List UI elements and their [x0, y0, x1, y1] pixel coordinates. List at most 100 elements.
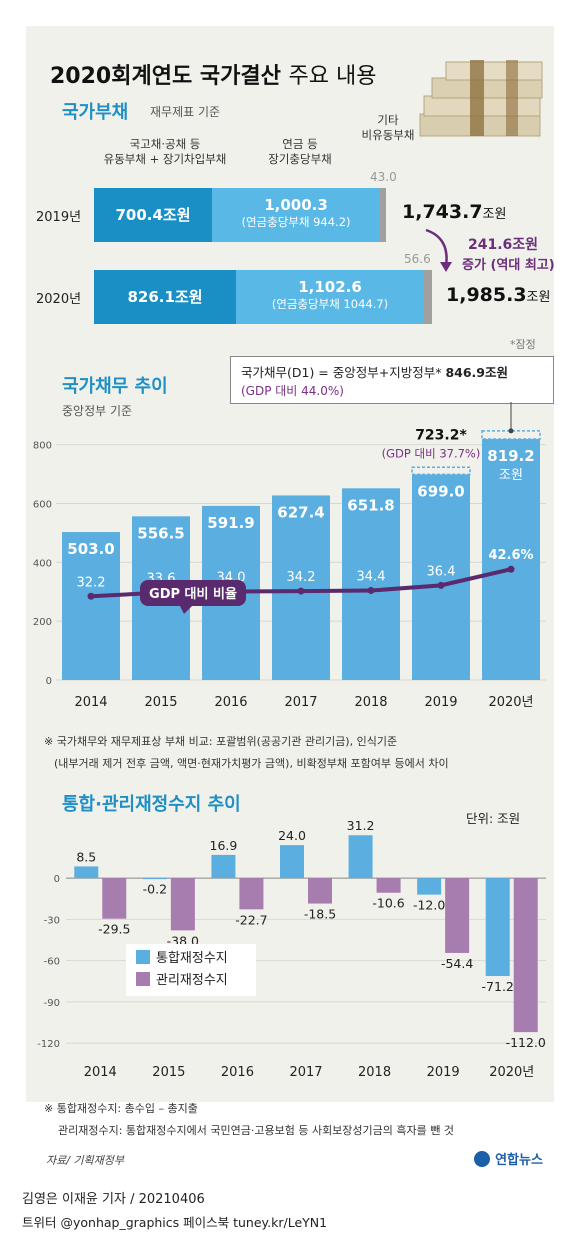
trend-ytick-label: 400: [33, 558, 52, 569]
page-title: 2020회계연도 국가결산 주요 내용: [50, 64, 377, 89]
trend-ytick-label: 800: [33, 441, 52, 452]
managed-balance-label: -54.4: [441, 956, 473, 971]
trend-xtick-label: 2015: [144, 695, 177, 710]
legend-swatch-managed: [136, 972, 150, 986]
managed-balance-label: -18.5: [304, 907, 336, 922]
gdp-ratio-point: [507, 565, 515, 573]
social-links: 트위터 @yonhap_graphics 페이스북 tuney.kr/LeYN1: [22, 1215, 328, 1230]
byline: 김영은 이재윤 기자 / 20210406: [22, 1192, 205, 1207]
trend-section-subtitle: 중앙정부 기준: [62, 404, 133, 418]
trend-note: ※ 국가채무와 재무제표상 부채 비교: 포괄범위(공공기관 관리기금), 인식…: [44, 735, 449, 770]
balance-ytick-label: -120: [37, 1039, 60, 1050]
debt-trend-chart: 0 200 400 600 800 503.0 2014 556.5 2015 591.9 2016…: [33, 402, 546, 710]
fiscal-balance-chart: 0-30-60-90-1208.5-29.52014-0.2-38.020151…: [37, 820, 546, 1080]
managed-balance-label: -10.6: [372, 896, 404, 911]
row-year-2019: 2019년: [36, 210, 82, 225]
trend-xtick-label: 2016: [214, 695, 247, 710]
gdp-ratio-badge-pointer: [180, 606, 192, 614]
label-2019-other: 43.0: [370, 170, 397, 184]
trend-bar: [342, 488, 400, 680]
trend-value-label: 651.8: [347, 496, 394, 514]
gdp-ratio-label: 32.2: [77, 575, 106, 590]
trend-value-label: 819.2: [487, 447, 534, 465]
d1-2019-value: 723.2*: [415, 427, 467, 443]
trend-value-label: 591.9: [207, 514, 254, 532]
gdp-ratio-point: [437, 581, 445, 589]
legend-swatch-integrated: [136, 950, 150, 964]
debt-section-subtitle: 재무제표 기준: [150, 105, 221, 119]
balance-xtick-label: 2014: [84, 1065, 117, 1080]
trend-bar: [62, 532, 120, 680]
integrated-balance-label: -71.2: [482, 979, 514, 994]
integrated-balance-bar: [485, 878, 510, 977]
total-2020: 1,985.3조원: [446, 284, 551, 306]
integrated-balance-bar: [142, 878, 167, 880]
increase-arrow-icon: [425, 228, 452, 272]
balance-xtick-label: 2015: [152, 1065, 185, 1080]
balance-ytick-label: -60: [44, 957, 60, 968]
yonhap-logo: 연합뉴스: [474, 1148, 543, 1168]
callout-dot: [508, 428, 514, 434]
trend-value-label: 699.0: [417, 482, 464, 500]
gdp-ratio-label: 42.6%: [488, 548, 533, 563]
gdp-ratio-label: 34.2: [287, 570, 316, 585]
provisional-note: *잠정: [510, 338, 536, 351]
label-2020-other: 56.6: [404, 252, 431, 266]
integrated-balance-bar: [417, 878, 442, 895]
trend-value-label: 556.5: [137, 524, 184, 542]
row-year-2020: 2020년: [36, 292, 82, 307]
managed-balance-bar: [170, 878, 195, 931]
trend-bar: [412, 474, 470, 680]
legend-label-managed: 관리재정수지: [156, 973, 228, 988]
gdp-ratio-label: 36.4: [427, 564, 456, 579]
trend-value-label: 503.0: [67, 540, 114, 558]
integrated-balance-bar: [74, 866, 99, 879]
col-current-header: 국고채·공채 등 유동부채 + 장기차입부채: [103, 137, 227, 166]
total-2019: 1,743.7조원: [402, 201, 507, 223]
managed-balance-label: -22.7: [235, 912, 267, 927]
bar-2020-other: [424, 270, 432, 324]
increase-amount: 241.6조원: [468, 237, 539, 253]
managed-balance-bar: [513, 878, 538, 1033]
integrated-balance-label: -12.0: [413, 898, 445, 913]
increase-note: 증가 (역대 최고): [462, 258, 555, 273]
integrated-balance-label: 31.2: [347, 820, 375, 833]
trend-ytick-label: 600: [33, 500, 52, 511]
balance-ytick-label: 0: [54, 874, 60, 885]
d1-2019-ratio: (GDP 대비 37.7%): [382, 446, 481, 460]
trend-ytick-label: 0: [46, 676, 52, 687]
balance-ytick-label: -30: [44, 915, 60, 926]
balance-section-title: 통합·관리재정수지 추이: [62, 794, 241, 815]
trend-value-label: 627.4: [277, 503, 324, 521]
trend-xtick-label: 2020년: [488, 695, 533, 710]
gdp-ratio-label: 34.4: [357, 570, 386, 585]
money-stack-icon: [419, 60, 543, 137]
balance-xtick-label: 2020년: [489, 1065, 534, 1080]
managed-balance-bar: [239, 878, 264, 910]
trend-section-title: 국가채무 추이: [62, 376, 168, 397]
integrated-balance-bar: [211, 854, 236, 879]
balance-unit-label: 단위: 조원: [466, 811, 521, 826]
col-pension-header: 연금 등 장기충당부채: [268, 137, 332, 166]
balance-xtick-label: 2018: [358, 1065, 391, 1080]
integrated-balance-bar: [280, 845, 304, 879]
integrated-balance-label: -0.2: [143, 881, 167, 896]
bar-2020-pension: 1,102.6 (연금충당부채 1044.7): [236, 270, 424, 324]
gdp-ratio-point: [297, 587, 305, 595]
balance-xtick-label: 2016: [221, 1065, 254, 1080]
bar-2020-current: 826.1조원: [94, 270, 236, 324]
legend-label-integrated: 통합재정수지: [156, 951, 228, 966]
bar-2019-other: [380, 188, 386, 242]
trend-xtick-label: 2014: [74, 695, 107, 710]
gdp-ratio-badge-label: GDP 대비 비율: [149, 586, 237, 602]
trend-bar: [482, 439, 540, 680]
integrated-balance-label: 16.9: [210, 838, 238, 853]
bar-2019-current: 700.4조원: [94, 188, 212, 242]
col-other-header: 기타 비유동부채: [361, 113, 415, 142]
source-label: 자료/ 기획재정부: [46, 1154, 125, 1167]
balance-note: ※ 통합재정수지: 총수입 – 총지출 관리재정수지: 통합재정수지에서 국민연…: [44, 1102, 454, 1137]
d1-callout: 국가채무(D1) = 중앙정부+지방정부* 846.9조원 (GDP 대비 44…: [230, 356, 554, 404]
gdp-ratio-point: [87, 592, 95, 600]
managed-balance-label: -29.5: [98, 922, 130, 937]
debt-section-title: 국가부채: [62, 102, 129, 123]
